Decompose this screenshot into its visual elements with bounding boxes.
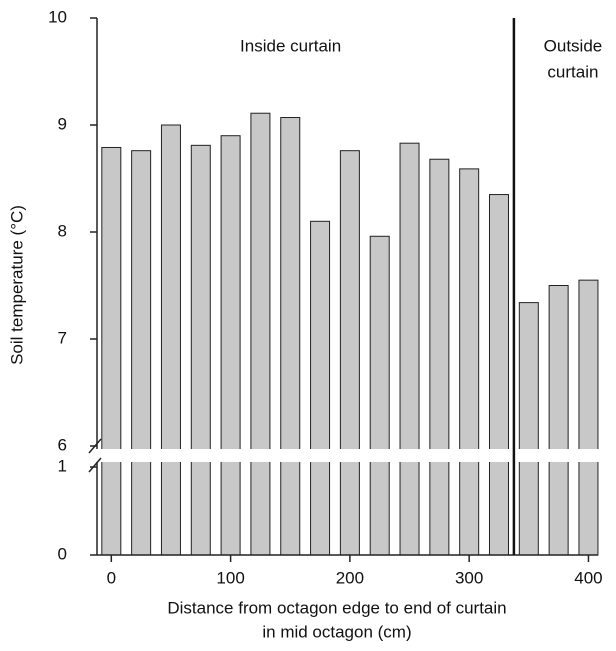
annotation: curtain (547, 62, 598, 81)
y-tick-label: 7 (58, 328, 67, 347)
bar (220, 135, 241, 556)
x-axis-label: Distance from octagon edge to end of cur… (167, 598, 506, 617)
bar (339, 150, 360, 556)
y-tick-label: 9 (58, 114, 67, 133)
axis-break-mark (88, 457, 102, 473)
axis-break-gap (95, 449, 600, 462)
bar (578, 279, 599, 556)
y-tick-label: 1 (58, 456, 67, 475)
bar (190, 144, 211, 556)
bar (160, 124, 181, 556)
bar (429, 158, 450, 556)
bar (548, 285, 569, 556)
bar (369, 235, 390, 556)
bar (131, 150, 152, 556)
x-tick-label: 0 (107, 568, 116, 587)
y-tick-label: 10 (48, 7, 67, 26)
bar (310, 220, 331, 556)
y-tick-label: 8 (58, 221, 67, 240)
x-tick-label: 300 (455, 568, 483, 587)
y-axis-label: Soil temperature (°C) (7, 205, 26, 365)
x-tick-label: 100 (216, 568, 244, 587)
bar (488, 194, 509, 556)
annotation: Inside curtain (240, 36, 341, 55)
x-tick-label: 400 (574, 568, 602, 587)
bar (459, 168, 480, 556)
bar (399, 142, 420, 556)
bar (101, 146, 122, 556)
bar (518, 302, 539, 556)
bar (280, 117, 301, 556)
y-tick-label: 0 (58, 544, 67, 563)
bar (250, 112, 271, 556)
x-axis-label: in mid octagon (cm) (262, 622, 411, 641)
annotation: Outside (544, 36, 603, 55)
x-tick-label: 200 (336, 568, 364, 587)
y-tick-label: 6 (58, 435, 67, 454)
